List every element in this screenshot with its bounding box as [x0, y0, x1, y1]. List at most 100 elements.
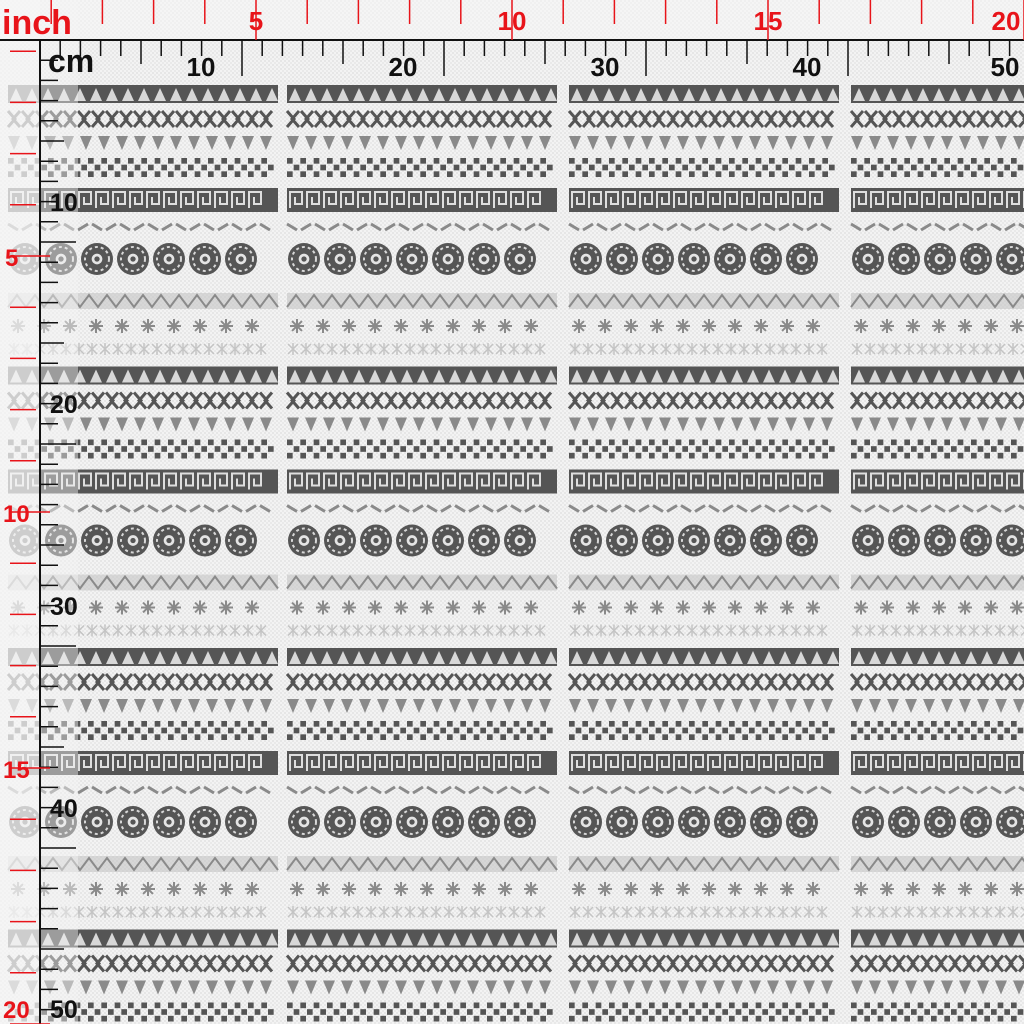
zigzag-band [7, 856, 279, 872]
checks-band [851, 721, 1024, 740]
dashes-band [850, 785, 1024, 795]
triangles-band [569, 648, 839, 666]
triangles-band [851, 929, 1024, 948]
snowflakes-band [290, 319, 538, 333]
inch-left-label-20: 20 [3, 997, 30, 1024]
inch-left-label-15: 15 [3, 757, 30, 784]
inch-top-label-10: 10 [498, 6, 527, 36]
small-triangles-band [287, 699, 551, 713]
cm-top-label-20: 20 [389, 52, 418, 82]
triangles-band [287, 648, 557, 666]
dashes-band [7, 222, 271, 232]
checks-band [569, 158, 835, 177]
zigzag-band [286, 293, 558, 309]
cm-left-label-30: 30 [50, 593, 78, 621]
cm-top-label-50: 50 [991, 52, 1020, 82]
inch-left-label-10: 10 [3, 501, 30, 528]
chevrons-band [567, 673, 835, 691]
greek-key-band [569, 188, 839, 212]
triangles-band [287, 929, 557, 948]
small-triangles-band [851, 136, 1024, 150]
medallions-band [570, 243, 818, 275]
medallions-band [852, 524, 1024, 557]
asterisks-band [569, 906, 828, 918]
small-triangles-band [569, 699, 833, 713]
snowflakes-band [854, 600, 1024, 615]
chevrons-band [849, 110, 1024, 128]
medallions-band [570, 524, 818, 557]
greek-key-band [569, 469, 839, 494]
triangles-band [569, 929, 839, 948]
greek-key-band [851, 751, 1024, 775]
snowflakes-band [572, 600, 820, 615]
triangles-band [287, 85, 557, 103]
checks-band [8, 1002, 274, 1022]
dashes-band [850, 222, 1024, 232]
small-triangles-band [569, 136, 833, 150]
dashes-band [568, 785, 832, 795]
chevrons-band [285, 110, 553, 128]
zigzag-band [850, 574, 1024, 591]
snowflakes-band [572, 319, 820, 333]
dashes-band [850, 504, 1024, 513]
cm-left-label-10: 10 [50, 189, 78, 217]
triangles-band [851, 366, 1024, 385]
zigzag-band [286, 856, 558, 872]
chevrons-band [849, 954, 1024, 973]
checks-band [287, 439, 553, 459]
checks-band [851, 439, 1024, 459]
medallions-band [9, 806, 257, 838]
cm-top-label-40: 40 [793, 52, 822, 82]
small-triangles-band [8, 136, 272, 150]
chevrons-band [285, 391, 553, 410]
checks-band [569, 439, 835, 459]
zigzag-band [850, 293, 1024, 309]
medallions-band [9, 243, 257, 275]
inch-top-label-5: 5 [249, 6, 263, 36]
asterisks-band [287, 343, 546, 355]
checks-band [287, 1002, 553, 1022]
small-triangles-band [287, 980, 551, 995]
snowflakes-band [572, 882, 820, 896]
dashes-band [568, 504, 832, 513]
inch-top-label-20: 20 [992, 6, 1021, 36]
triangles-band [8, 648, 278, 666]
greek-key-band [287, 751, 557, 775]
cm-left-label-50: 50 [50, 996, 78, 1024]
small-triangles-band [287, 136, 551, 150]
snowflakes-band [290, 882, 538, 896]
checks-band [569, 721, 835, 740]
asterisks-band [287, 906, 546, 918]
asterisks-band [569, 343, 828, 355]
greek-key-band [8, 751, 278, 775]
checks-band [287, 721, 553, 740]
inch-unit-label: inch [2, 4, 72, 42]
chevrons-band [567, 391, 835, 410]
zigzag-band [7, 293, 279, 309]
medallions-band [852, 243, 1024, 275]
medallions-band [852, 806, 1024, 838]
small-triangles-band [851, 980, 1024, 995]
cm-top-label-30: 30 [591, 52, 620, 82]
asterisks-band [287, 624, 546, 637]
greek-key-band [851, 188, 1024, 212]
snowflakes-band [290, 600, 538, 615]
cm-unit-label: cm [48, 43, 94, 79]
triangles-band [287, 366, 557, 385]
asterisks-band [851, 906, 1024, 918]
checks-band [851, 1002, 1024, 1022]
cm-top-label-10: 10 [187, 52, 216, 82]
cm-left-label-40: 40 [50, 795, 78, 823]
zigzag-band [7, 574, 279, 591]
small-triangles-band [569, 980, 833, 995]
asterisks-band [8, 906, 267, 918]
inch-left-label-5: 5 [5, 245, 18, 272]
medallions-band [570, 806, 818, 838]
asterisks-band [851, 343, 1024, 355]
checks-band [287, 158, 553, 177]
zigzag-band [568, 856, 840, 872]
checks-band [569, 1002, 835, 1022]
chevrons-band [567, 954, 835, 973]
medallions-band [288, 524, 536, 557]
